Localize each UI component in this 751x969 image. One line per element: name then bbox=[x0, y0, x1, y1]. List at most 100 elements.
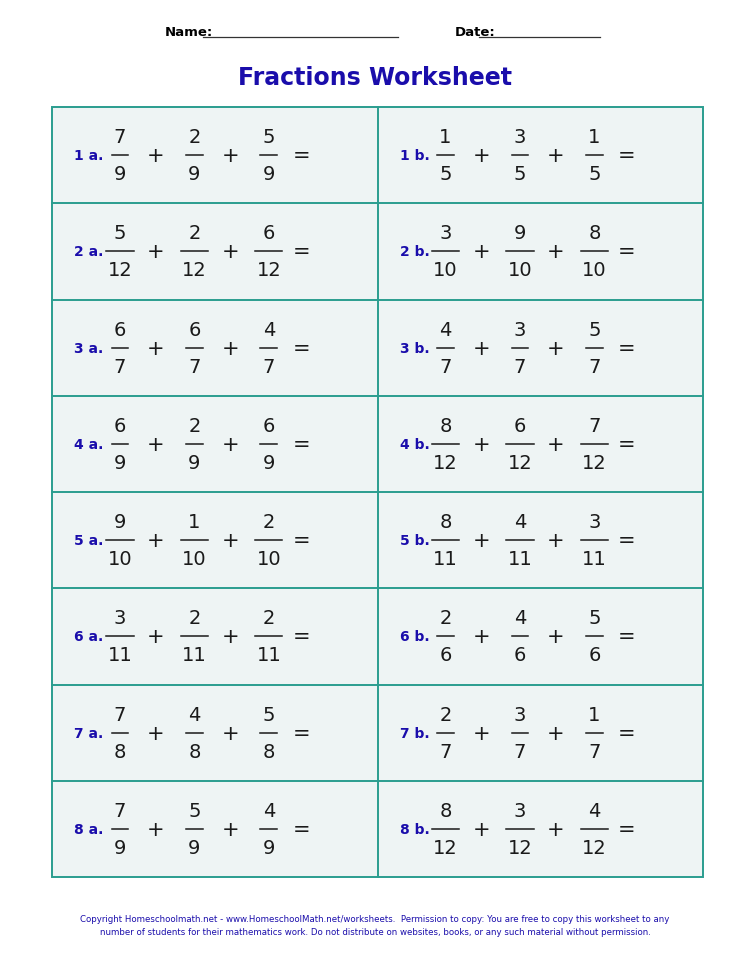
Text: 8: 8 bbox=[588, 224, 601, 243]
Text: +: + bbox=[147, 627, 164, 646]
Text: +: + bbox=[147, 242, 164, 262]
Text: +: + bbox=[547, 819, 565, 839]
Text: +: + bbox=[147, 723, 164, 743]
Text: 10: 10 bbox=[582, 261, 607, 280]
Text: 10: 10 bbox=[257, 549, 281, 569]
Text: number of students for their mathematics work. Do not distribute on websites, bo: number of students for their mathematics… bbox=[100, 927, 650, 936]
Text: Date:: Date: bbox=[455, 26, 496, 40]
Text: +: + bbox=[222, 723, 239, 743]
Text: 7: 7 bbox=[588, 742, 601, 761]
Text: +: + bbox=[222, 242, 239, 262]
Text: +: + bbox=[472, 338, 490, 359]
Text: 5: 5 bbox=[588, 321, 601, 339]
Text: 12: 12 bbox=[508, 453, 532, 472]
Text: 4: 4 bbox=[439, 321, 451, 339]
Text: 2: 2 bbox=[189, 609, 201, 628]
Text: 7: 7 bbox=[114, 358, 126, 376]
Text: 5: 5 bbox=[439, 165, 452, 184]
Text: +: + bbox=[547, 434, 565, 454]
Text: +: + bbox=[547, 338, 565, 359]
Text: 9: 9 bbox=[189, 838, 201, 857]
Text: 7 b.: 7 b. bbox=[400, 726, 429, 740]
Text: =: = bbox=[618, 434, 636, 454]
Text: 2: 2 bbox=[263, 513, 275, 532]
Text: 10: 10 bbox=[508, 261, 532, 280]
Text: 8: 8 bbox=[439, 417, 451, 435]
Text: +: + bbox=[222, 146, 239, 166]
Text: 8: 8 bbox=[114, 742, 126, 761]
Text: 1: 1 bbox=[588, 704, 601, 724]
Text: 9: 9 bbox=[189, 165, 201, 184]
Text: 7: 7 bbox=[189, 358, 201, 376]
Text: 1 a.: 1 a. bbox=[74, 149, 104, 163]
Text: 10: 10 bbox=[433, 261, 458, 280]
Text: 9: 9 bbox=[114, 513, 126, 532]
Text: +: + bbox=[222, 819, 239, 839]
Text: =: = bbox=[293, 242, 310, 262]
Text: 9: 9 bbox=[189, 453, 201, 472]
Text: +: + bbox=[472, 146, 490, 166]
Text: 6: 6 bbox=[514, 645, 526, 665]
Text: 6: 6 bbox=[189, 321, 201, 339]
Text: +: + bbox=[147, 338, 164, 359]
Text: 4: 4 bbox=[189, 704, 201, 724]
Text: 1: 1 bbox=[588, 128, 601, 147]
Text: +: + bbox=[547, 531, 565, 550]
Text: 2: 2 bbox=[189, 417, 201, 435]
Text: +: + bbox=[472, 819, 490, 839]
Text: 5: 5 bbox=[113, 224, 126, 243]
Text: 4: 4 bbox=[263, 801, 275, 820]
Text: +: + bbox=[222, 434, 239, 454]
Text: 3 b.: 3 b. bbox=[400, 341, 429, 356]
Text: 1: 1 bbox=[439, 128, 451, 147]
Text: 4: 4 bbox=[588, 801, 601, 820]
Text: 7: 7 bbox=[514, 358, 526, 376]
Text: 2: 2 bbox=[439, 704, 451, 724]
Text: =: = bbox=[293, 627, 310, 646]
Text: 6: 6 bbox=[114, 321, 126, 339]
Text: +: + bbox=[147, 819, 164, 839]
Text: +: + bbox=[547, 146, 565, 166]
Text: 3: 3 bbox=[114, 609, 126, 628]
Text: =: = bbox=[618, 531, 636, 550]
Text: =: = bbox=[618, 338, 636, 359]
Text: 6 a.: 6 a. bbox=[74, 630, 103, 643]
Text: +: + bbox=[472, 242, 490, 262]
Text: 6: 6 bbox=[439, 645, 451, 665]
Text: 6: 6 bbox=[588, 645, 601, 665]
Bar bbox=[52, 108, 703, 877]
Text: 9: 9 bbox=[263, 838, 275, 857]
Text: 4 b.: 4 b. bbox=[400, 437, 430, 452]
Text: 8: 8 bbox=[439, 801, 451, 820]
Text: 5: 5 bbox=[189, 801, 201, 820]
Text: =: = bbox=[618, 819, 636, 839]
Text: 2: 2 bbox=[439, 609, 451, 628]
Text: 4 a.: 4 a. bbox=[74, 437, 104, 452]
Text: +: + bbox=[472, 627, 490, 646]
Text: 3: 3 bbox=[588, 513, 601, 532]
Text: +: + bbox=[472, 531, 490, 550]
Text: 3: 3 bbox=[439, 224, 451, 243]
Text: 12: 12 bbox=[582, 453, 607, 472]
Text: 8 b.: 8 b. bbox=[400, 822, 430, 836]
Text: 8 a.: 8 a. bbox=[74, 822, 104, 836]
Text: 5: 5 bbox=[263, 704, 275, 724]
Text: 3: 3 bbox=[514, 321, 526, 339]
Text: +: + bbox=[147, 531, 164, 550]
Text: Name:: Name: bbox=[165, 26, 213, 40]
Text: +: + bbox=[547, 723, 565, 743]
Text: =: = bbox=[618, 146, 636, 166]
Text: =: = bbox=[618, 242, 636, 262]
Text: 12: 12 bbox=[256, 261, 281, 280]
Text: 5: 5 bbox=[588, 165, 601, 184]
Text: 6: 6 bbox=[114, 417, 126, 435]
Text: 11: 11 bbox=[107, 645, 132, 665]
Text: Copyright Homeschoolmath.net - www.HomeschoolMath.net/worksheets.  Permission to: Copyright Homeschoolmath.net - www.Homes… bbox=[80, 915, 670, 923]
Text: 7: 7 bbox=[588, 358, 601, 376]
Text: =: = bbox=[618, 723, 636, 743]
Text: +: + bbox=[222, 627, 239, 646]
Text: 11: 11 bbox=[582, 549, 607, 569]
Text: 2 a.: 2 a. bbox=[74, 245, 104, 259]
Text: 4: 4 bbox=[514, 609, 526, 628]
Text: 9: 9 bbox=[114, 453, 126, 472]
